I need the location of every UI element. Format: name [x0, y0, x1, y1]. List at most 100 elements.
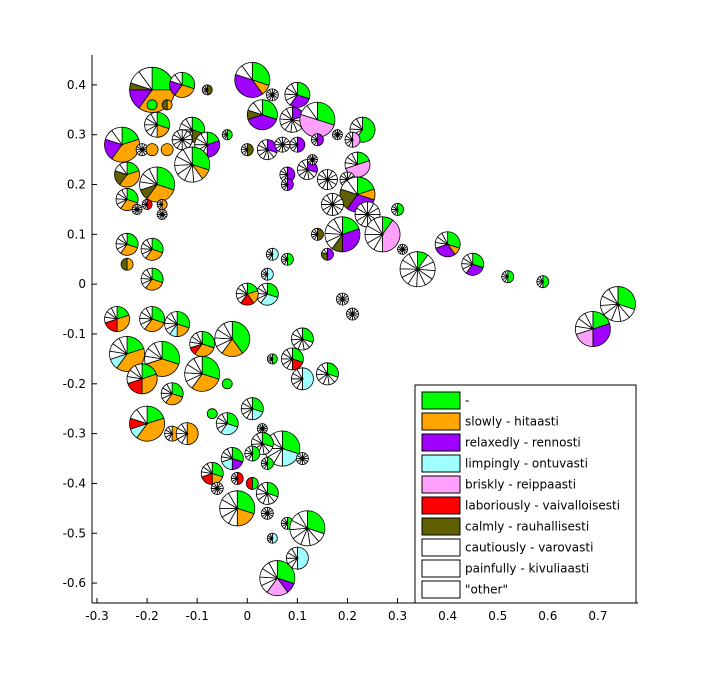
pie-slice — [313, 227, 318, 236]
pie-slice — [394, 203, 398, 211]
pie-slice — [120, 257, 128, 271]
legend-label: relaxedly - rennosti — [465, 436, 581, 450]
pie-marker — [104, 306, 130, 332]
pie-slice — [608, 286, 619, 306]
pie-slice — [159, 209, 163, 216]
pie-marker — [274, 136, 291, 153]
pie-marker — [306, 154, 318, 166]
pie-slice — [111, 126, 123, 146]
pie-marker — [266, 353, 278, 365]
pie-marker — [230, 472, 244, 485]
legend-label: - — [465, 394, 469, 408]
pie-slice — [317, 227, 324, 241]
y-tick-label: -0.5 — [63, 526, 86, 540]
pie-marker — [146, 99, 158, 111]
pie-slice — [286, 178, 294, 191]
x-axis-ticks: -0.3 -0.2 -0.1 0 0.1 0.2 0.3 0.4 0.5 0.6 0.7 — [85, 598, 607, 623]
pie-marker — [206, 408, 218, 420]
pie-marker — [574, 311, 611, 347]
legend-swatch — [421, 454, 461, 473]
pie-marker — [344, 131, 361, 148]
pie-slice — [352, 131, 361, 148]
pie-marker — [321, 247, 334, 261]
pie-slice — [134, 204, 138, 211]
pie-slice — [283, 252, 288, 261]
pie-slice — [466, 252, 474, 265]
pie-slice — [297, 510, 308, 530]
pie-marker — [256, 423, 268, 435]
pie-slice — [166, 382, 173, 394]
pie-marker — [210, 482, 224, 495]
pie-slice — [144, 199, 148, 206]
pie-slice — [116, 314, 130, 332]
pie-marker — [256, 139, 278, 161]
x-tick-label: 0.7 — [588, 609, 607, 623]
pie-slice — [321, 169, 328, 182]
pie-marker — [536, 275, 550, 289]
legend-entries: - slowly - hitaasti relaxedly - rennosti li… — [421, 391, 620, 599]
legend-label: slowly - hitaasti — [465, 415, 559, 429]
pie-marker — [265, 88, 279, 102]
pie-marker — [245, 477, 259, 490]
pie-slice — [373, 216, 383, 236]
pie-slice — [507, 270, 515, 284]
pie-slice — [266, 457, 274, 470]
pie-slice — [408, 251, 418, 271]
pie-marker — [280, 252, 294, 266]
pie-slice — [334, 129, 338, 137]
x-tick-label: -0.2 — [135, 609, 158, 623]
legend-label: laboriously - vaivalloisesti — [465, 499, 620, 513]
pie-slice — [290, 81, 298, 96]
pie-slice — [285, 106, 293, 120]
pie-slice — [306, 101, 318, 121]
pie-slice — [261, 99, 278, 120]
pie-marker — [175, 422, 199, 446]
pie-marker — [317, 169, 338, 190]
pie-slice — [136, 405, 148, 425]
pie-marker — [139, 166, 176, 203]
pie-slice — [317, 101, 336, 126]
legend-entry: limpingly - ontuvasti — [421, 454, 588, 473]
pie-slice — [251, 61, 271, 86]
pie-slice — [191, 146, 211, 171]
pie-slice — [145, 306, 153, 320]
pie-slice — [221, 378, 233, 390]
pie-marker — [600, 286, 636, 323]
pie-marker — [260, 457, 274, 470]
legend-entry: - — [421, 391, 469, 410]
pie-marker — [295, 452, 309, 465]
pie-slice — [170, 311, 178, 325]
x-tick-label: -0.1 — [185, 609, 208, 623]
legend-label: briskly - reippaasti — [465, 478, 576, 492]
pie-slice — [160, 143, 174, 157]
pie-slice — [146, 99, 158, 111]
pie-slice — [110, 306, 118, 320]
pie-slice — [201, 355, 221, 380]
pie-slice — [296, 546, 309, 570]
pie-marker — [399, 251, 436, 288]
pie-marker — [219, 490, 256, 527]
legend-label: painfully - kivuliaasti — [465, 562, 589, 576]
pie-marker — [161, 99, 173, 111]
pie-slice — [246, 143, 254, 157]
pie-slice — [119, 161, 128, 176]
y-tick-label: -0.1 — [63, 327, 86, 341]
pie-slice — [134, 363, 143, 379]
pie-slice — [273, 430, 283, 451]
pie-marker — [221, 378, 233, 390]
pie-slice — [252, 99, 263, 117]
pie-marker — [280, 178, 294, 191]
pie-slice — [269, 353, 273, 361]
pie-slice — [296, 327, 303, 341]
pie-slice — [351, 151, 358, 165]
pie-slice — [289, 94, 310, 108]
legend-swatch — [421, 580, 461, 599]
pie-slice — [441, 231, 449, 245]
pie-slice — [204, 84, 208, 92]
pie-marker — [221, 129, 233, 141]
legend-swatch — [421, 559, 461, 578]
pie-slice — [174, 71, 183, 87]
pie-slice — [176, 311, 191, 329]
pie-slice — [283, 178, 288, 187]
legend-entry: painfully - kivuliaasti — [421, 559, 589, 578]
